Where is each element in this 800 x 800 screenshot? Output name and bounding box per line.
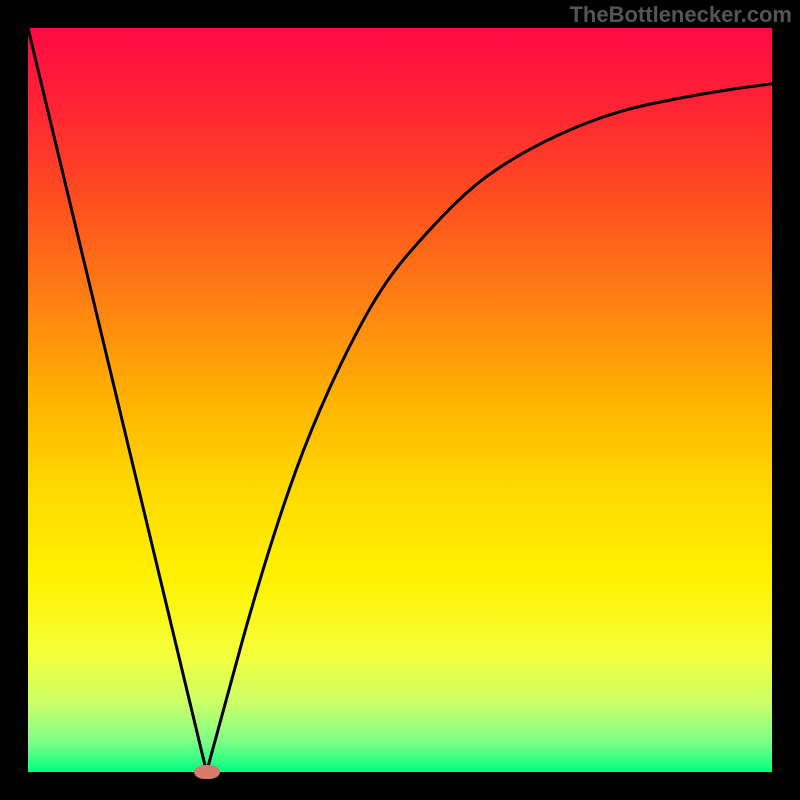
chart-root: TheBottlenecker.com: [0, 0, 800, 800]
minimum-marker: [194, 765, 220, 779]
plot-area: [28, 28, 772, 772]
watermark: TheBottlenecker.com: [569, 2, 792, 28]
watermark-text: TheBottlenecker.com: [569, 2, 792, 27]
